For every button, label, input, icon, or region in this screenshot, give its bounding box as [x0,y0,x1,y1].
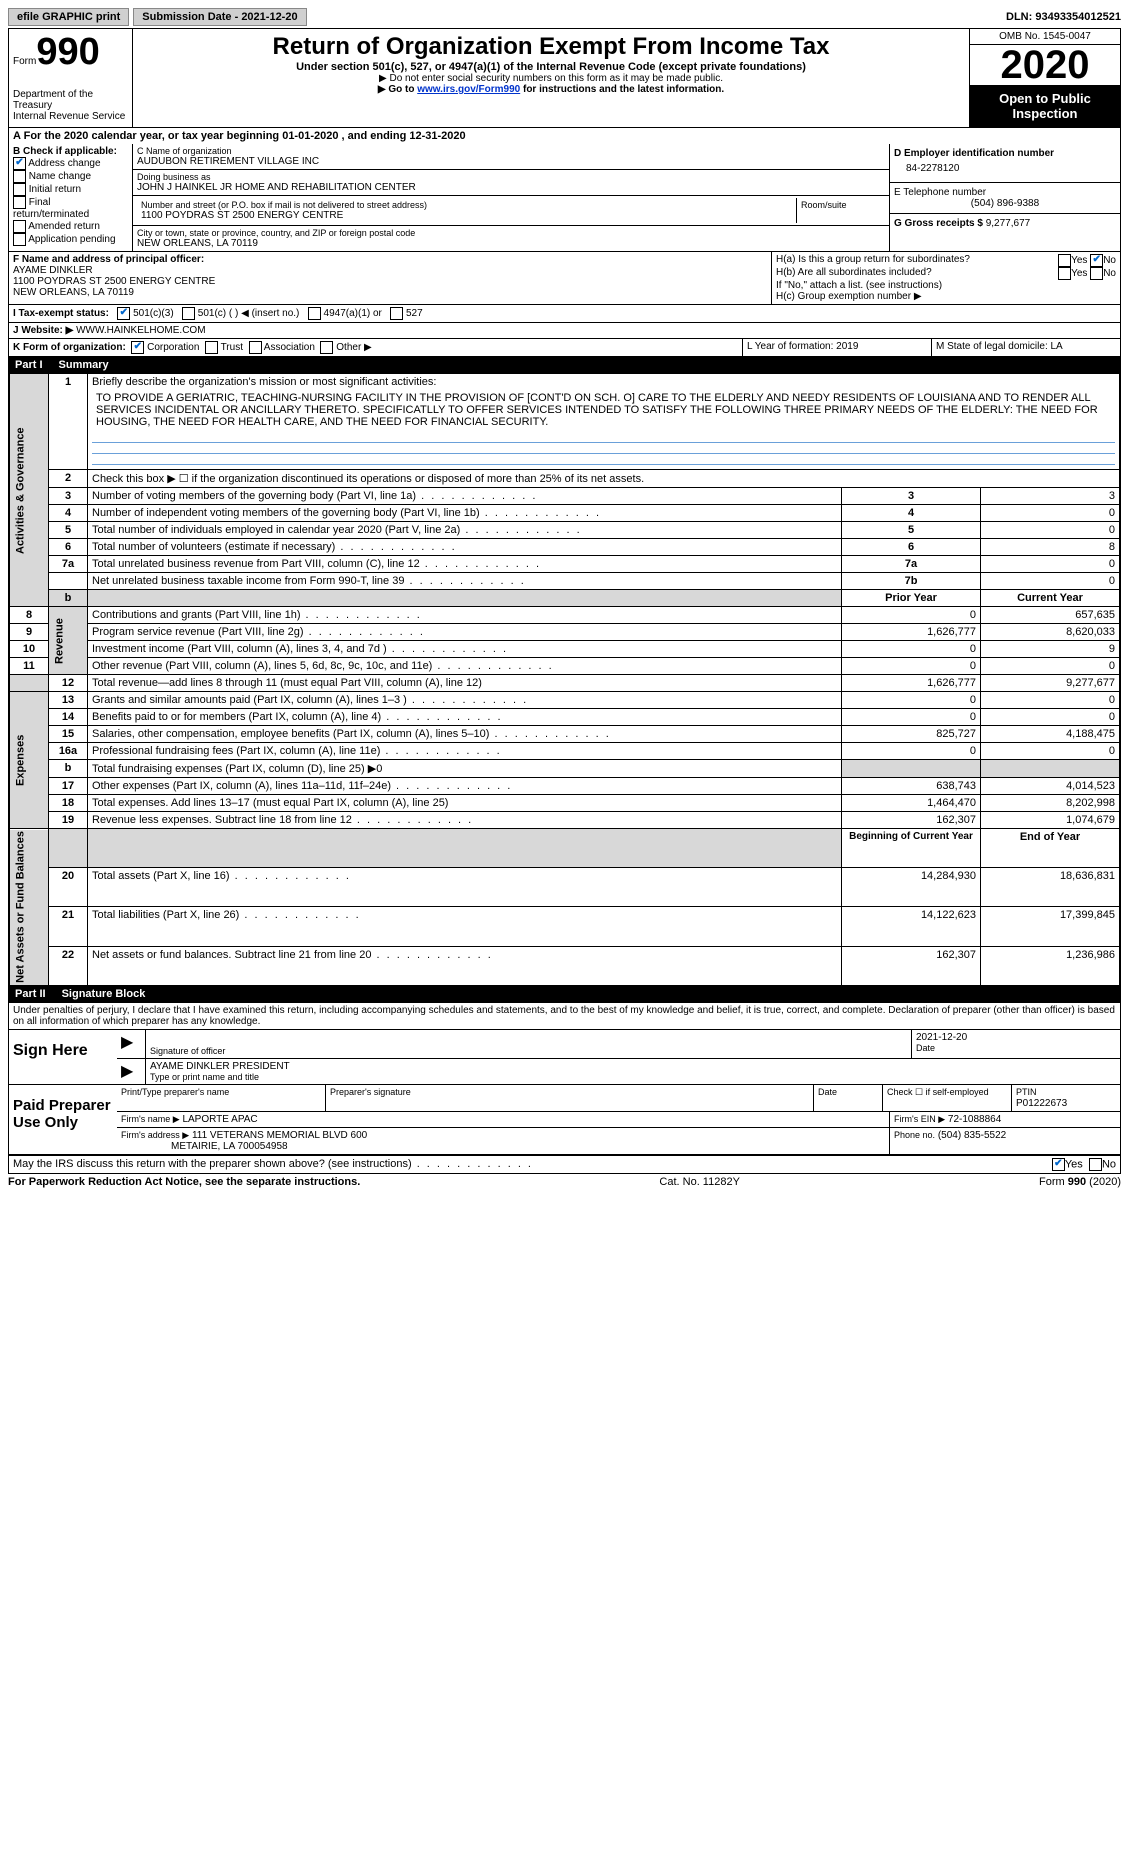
title-cell: Return of Organization Exempt From Incom… [133,29,970,127]
dba-name: JOHN J HAINKEL JR HOME AND REHABILITATIO… [137,182,885,193]
cb-address[interactable] [13,157,26,170]
penalty-text: Under penalties of perjury, I declare th… [9,1003,1120,1030]
cb-discuss-yes[interactable] [1052,1158,1065,1171]
form-container: Form990 Department of the Treasury Inter… [8,28,1121,1174]
street-addr: 1100 POYDRAS ST 2500 ENERGY CENTRE [141,210,792,221]
block-fh: F Name and address of principal officer:… [9,252,1120,305]
irs-link[interactable]: www.irs.gov/Form990 [417,84,520,95]
vlabel-net: Net Assets or Fund Balances [10,829,49,986]
year-formation: L Year of formation: 2019 [743,339,932,356]
vlabel-expenses: Expenses [10,692,49,829]
cb-pending[interactable] [13,233,26,246]
line-a: A For the 2020 calendar year, or tax yea… [9,128,1120,144]
form-number: 990 [36,31,99,73]
arrow-icon: ▶ [117,1030,146,1058]
form-header: Form990 Department of the Treasury Inter… [9,29,1120,128]
cb-ha-yes[interactable] [1058,254,1071,267]
phone: (504) 896-9388 [894,198,1116,209]
cb-discuss-no[interactable] [1089,1158,1102,1171]
top-toolbar: efile GRAPHIC print Submission Date - 20… [8,8,1121,26]
org-name: AUDUBON RETIREMENT VILLAGE INC [137,156,885,167]
line-i: I Tax-exempt status: 501(c)(3) 501(c) ( … [9,305,1120,323]
cb-501c[interactable] [182,307,195,320]
box-deg: D Employer identification number 84-2278… [889,144,1120,251]
website: WWW.HAINKELHOME.COM [76,325,205,336]
cb-hb-no[interactable] [1090,267,1103,280]
cb-527[interactable] [390,307,403,320]
form-title: Return of Organization Exempt From Incom… [141,33,961,61]
vlabel-activities: Activities & Governance [10,374,49,607]
city-addr: NEW ORLEANS, LA 70119 [137,238,885,249]
submission-button[interactable]: Submission Date - 2021-12-20 [133,8,306,26]
cb-501c3[interactable] [117,307,130,320]
cb-initial[interactable] [13,183,26,196]
box-c: C Name of organization AUDUBON RETIREMEN… [133,144,889,251]
dln-text: DLN: 93493354012521 [1006,11,1121,23]
page-footer: For Paperwork Reduction Act Notice, see … [8,1174,1121,1190]
cb-other[interactable] [320,341,333,354]
cb-ha-no[interactable] [1090,254,1103,267]
cb-amended[interactable] [13,220,26,233]
mission-text: TO PROVIDE A GERIATRIC, TEACHING-NURSING… [92,388,1115,432]
vlabel-revenue: Revenue [49,607,88,675]
open-public-badge: Open to Public Inspection [970,85,1120,127]
form-id-cell: Form990 Department of the Treasury Inter… [9,29,133,127]
gross-receipts: 9,277,677 [986,218,1031,229]
form-word: Form [13,56,36,67]
hint-ssn: ▶ Do not enter social security numbers o… [141,73,961,84]
cb-trust[interactable] [205,341,218,354]
cb-name[interactable] [13,170,26,183]
irs-label: Internal Revenue Service [13,111,128,122]
line-j: J Website: ▶ WWW.HAINKELHOME.COM [9,323,1120,339]
line-k: K Form of organization: Corporation Trus… [9,339,1120,357]
ein: 84-2278120 [894,159,1116,178]
efile-button[interactable]: efile GRAPHIC print [8,8,129,26]
arrow-icon: ▶ [117,1059,146,1084]
dept-treasury: Department of the Treasury [13,89,128,111]
box-f: F Name and address of principal officer:… [9,252,772,304]
sign-here-label: Sign Here [9,1030,117,1084]
box-h: H(a) Is this a group return for subordin… [772,252,1120,304]
cb-4947[interactable] [308,307,321,320]
summary-table: Activities & Governance 1 Briefly descri… [9,373,1120,986]
part2-header: Part II Signature Block [9,986,1120,1002]
year-cell: OMB No. 1545-0047 2020 Open to Public In… [970,29,1120,127]
cb-hb-yes[interactable] [1058,267,1071,280]
cb-corp[interactable] [131,341,144,354]
hint-link: ▶ Go to www.irs.gov/Form990 for instruct… [141,84,961,95]
tax-year: 2020 [970,45,1120,85]
form-subtitle: Under section 501(c), 527, or 4947(a)(1)… [141,61,961,73]
state-domicile: M State of legal domicile: LA [932,339,1120,356]
block-bcd: B Check if applicable: Address change Na… [9,144,1120,252]
signature-block: Under penalties of perjury, I declare th… [9,1002,1120,1173]
cb-assoc[interactable] [249,341,262,354]
part1-header: Part I Summary [9,357,1120,373]
cb-final[interactable] [13,196,26,209]
paid-prep-label: Paid Preparer Use Only [9,1085,117,1154]
box-b: B Check if applicable: Address change Na… [9,144,133,251]
